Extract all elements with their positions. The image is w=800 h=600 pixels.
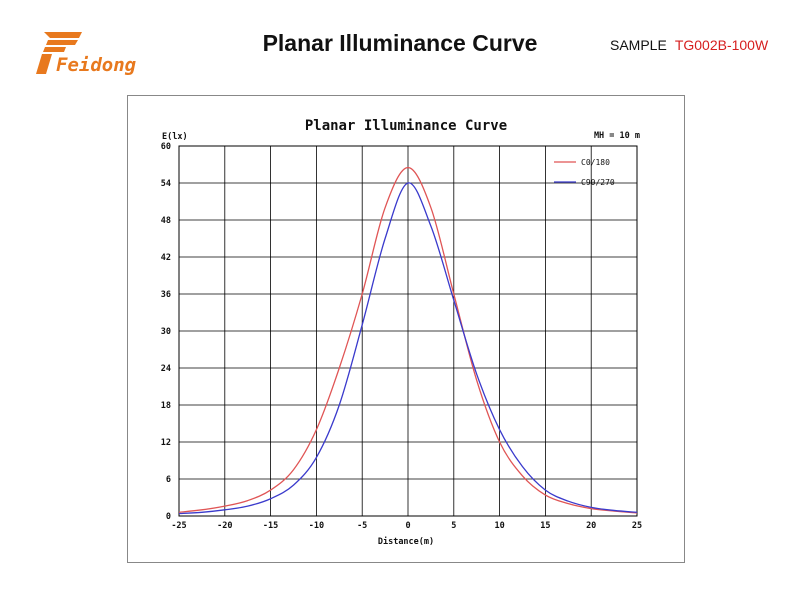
y-tick-label: 36 xyxy=(161,290,171,300)
x-tick-label: 10 xyxy=(494,521,504,531)
illuminance-chart: Planar Illuminance Curve E(lx) MH = 10 m… xyxy=(161,118,642,547)
y-tick-label: 48 xyxy=(161,216,171,226)
x-tick-label: -5 xyxy=(357,521,367,531)
x-tick-label: -20 xyxy=(217,521,232,531)
x-tick-label: 25 xyxy=(632,521,642,531)
y-tick-label: 24 xyxy=(161,364,171,374)
chart-tick-labels: -25 -20 -15 -10 -5 0 5 10 15 20 25 0 6 12 18 24 30 36 42 48… xyxy=(161,142,642,531)
feidong-logo: Feidong xyxy=(36,28,146,78)
x-tick-label: -15 xyxy=(263,521,278,531)
feidong-logo-mark: Feidong xyxy=(36,32,137,76)
legend-label-c90-270: C90/270 xyxy=(581,178,615,187)
x-tick-label: 15 xyxy=(540,521,550,531)
chart-title: Planar Illuminance Curve xyxy=(305,118,507,134)
mounting-height-annotation: MH = 10 m xyxy=(594,131,640,141)
y-tick-label: 12 xyxy=(161,438,171,448)
x-tick-label: 0 xyxy=(405,521,410,531)
y-axis-label: E(lx) xyxy=(162,132,188,142)
y-tick-label: 0 xyxy=(166,512,171,522)
x-tick-label: -10 xyxy=(309,521,324,531)
x-tick-label: 20 xyxy=(586,521,596,531)
chart-grid xyxy=(178,145,638,517)
y-tick-label: 42 xyxy=(161,253,171,263)
series-line-c90-270 xyxy=(178,182,638,515)
y-tick-label: 60 xyxy=(161,142,171,152)
sample-label-group: SAMPLE TG002B-100W xyxy=(610,37,768,53)
y-tick-label: 30 xyxy=(161,327,171,337)
legend-label-c0-180: C0/180 xyxy=(581,158,610,167)
sample-label: SAMPLE xyxy=(610,37,667,53)
x-tick-label: 5 xyxy=(451,521,456,531)
sample-code: TG002B-100W xyxy=(674,37,769,53)
chart-legend: C0/180 C90/270 xyxy=(554,158,615,187)
page-title: Planar Illuminance Curve xyxy=(262,30,538,56)
x-axis-label: Distance(m) xyxy=(378,536,434,547)
y-tick-label: 54 xyxy=(161,179,171,189)
series-line-c0-180 xyxy=(178,166,638,514)
x-tick-label: -25 xyxy=(171,521,186,531)
chart-series-lines xyxy=(178,166,638,515)
y-tick-label: 6 xyxy=(166,475,171,485)
y-tick-label: 18 xyxy=(161,401,171,411)
chart-frame: Planar Illuminance Curve E(lx) MH = 10 m… xyxy=(127,95,685,563)
logo-wordmark: Feidong xyxy=(56,54,137,76)
